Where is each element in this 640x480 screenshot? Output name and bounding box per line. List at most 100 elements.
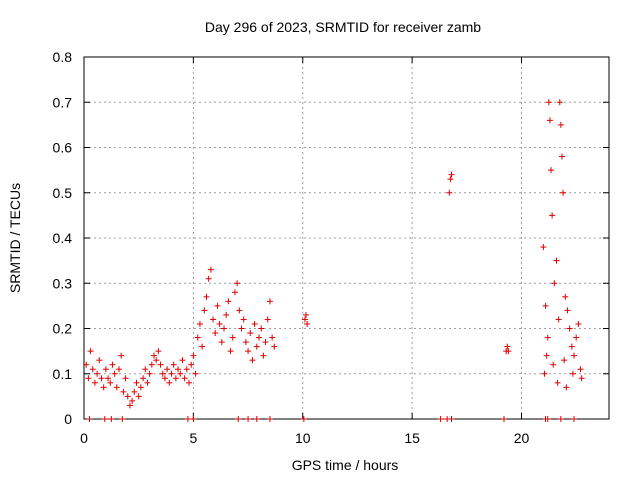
data-point (235, 416, 242, 422)
data-point (571, 352, 577, 359)
data-point (196, 320, 203, 327)
x-axis-label: GPS time / hours (292, 457, 399, 473)
x-tick-label: 0 (80, 430, 88, 446)
data-point (253, 343, 260, 350)
data-point (571, 416, 577, 422)
data-point (192, 370, 199, 377)
data-point (544, 416, 551, 422)
data-point (155, 348, 162, 355)
data-point (543, 352, 550, 359)
data-point (201, 307, 208, 314)
data-point (573, 334, 580, 341)
data-point (548, 167, 555, 174)
data-point (203, 293, 210, 300)
data-point (301, 316, 308, 323)
data-point (221, 325, 227, 332)
data-point (210, 316, 217, 323)
data-point (234, 280, 241, 287)
data-point (205, 275, 212, 282)
data-point (113, 384, 120, 391)
data-point (87, 348, 94, 355)
data-point (448, 416, 455, 422)
data-point (190, 352, 197, 359)
data-point (188, 361, 195, 368)
data-point (560, 189, 567, 196)
data-point (266, 298, 273, 305)
data-point (183, 366, 190, 373)
data-point (100, 384, 107, 391)
data-point (186, 379, 192, 386)
data-point (218, 339, 225, 346)
data-point (126, 402, 133, 409)
data-point (146, 370, 153, 377)
data-point (266, 416, 273, 422)
data-point (236, 307, 243, 314)
data-point (253, 416, 260, 422)
data-point (303, 311, 310, 318)
data-point (172, 375, 179, 382)
data-point (111, 370, 118, 377)
data-point (157, 361, 164, 368)
data-point (564, 307, 571, 314)
data-point (108, 416, 115, 422)
data-point (245, 416, 252, 422)
grid-lines (84, 57, 609, 419)
data-point (105, 375, 112, 382)
data-point (194, 334, 201, 341)
data-point (249, 357, 256, 364)
data-point (304, 320, 311, 327)
data-point (555, 316, 562, 323)
x-tick-label: 15 (404, 430, 420, 446)
data-point (561, 357, 568, 364)
data-point (501, 416, 507, 422)
data-point (549, 212, 556, 219)
data-point (540, 244, 547, 251)
data-point (94, 370, 101, 377)
data-point (184, 416, 191, 422)
data-point (101, 416, 108, 422)
data-point (212, 330, 219, 337)
data-point (85, 375, 92, 382)
data-point (181, 375, 188, 382)
data-point (447, 176, 454, 183)
y-tick-label: 0.5 (53, 185, 73, 201)
y-tick-label: 0.8 (53, 49, 73, 65)
data-point (260, 352, 267, 359)
data-point (264, 316, 271, 323)
data-point (142, 366, 149, 373)
data-point (168, 370, 175, 377)
x-tick-label: 10 (295, 430, 311, 446)
data-point (214, 302, 221, 309)
data-point (551, 280, 558, 287)
data-point (124, 393, 131, 400)
data-point (177, 370, 184, 377)
data-point (550, 361, 557, 368)
data-point (159, 370, 166, 377)
data-point (563, 384, 570, 391)
data-point (175, 366, 182, 373)
y-tick-label: 0.7 (53, 94, 73, 110)
data-point (556, 99, 563, 106)
data-point (118, 352, 125, 359)
data-point (544, 334, 551, 341)
data-point (568, 343, 575, 350)
y-axis-label: SRMTID / TECUs (7, 183, 23, 293)
data-point (240, 316, 247, 323)
data-point (120, 388, 127, 395)
data-point (144, 379, 151, 386)
y-tick-label: 0.1 (53, 366, 73, 382)
data-point (577, 366, 584, 373)
data-point (542, 302, 549, 309)
data-point (140, 375, 147, 382)
data-point (448, 171, 455, 178)
data-point (557, 416, 564, 422)
data-points (83, 99, 585, 422)
data-point (238, 325, 245, 332)
data-point (554, 379, 561, 386)
data-point (562, 293, 569, 300)
data-point (102, 366, 109, 373)
data-point (245, 348, 252, 355)
data-point (566, 325, 573, 332)
data-point (148, 361, 155, 368)
